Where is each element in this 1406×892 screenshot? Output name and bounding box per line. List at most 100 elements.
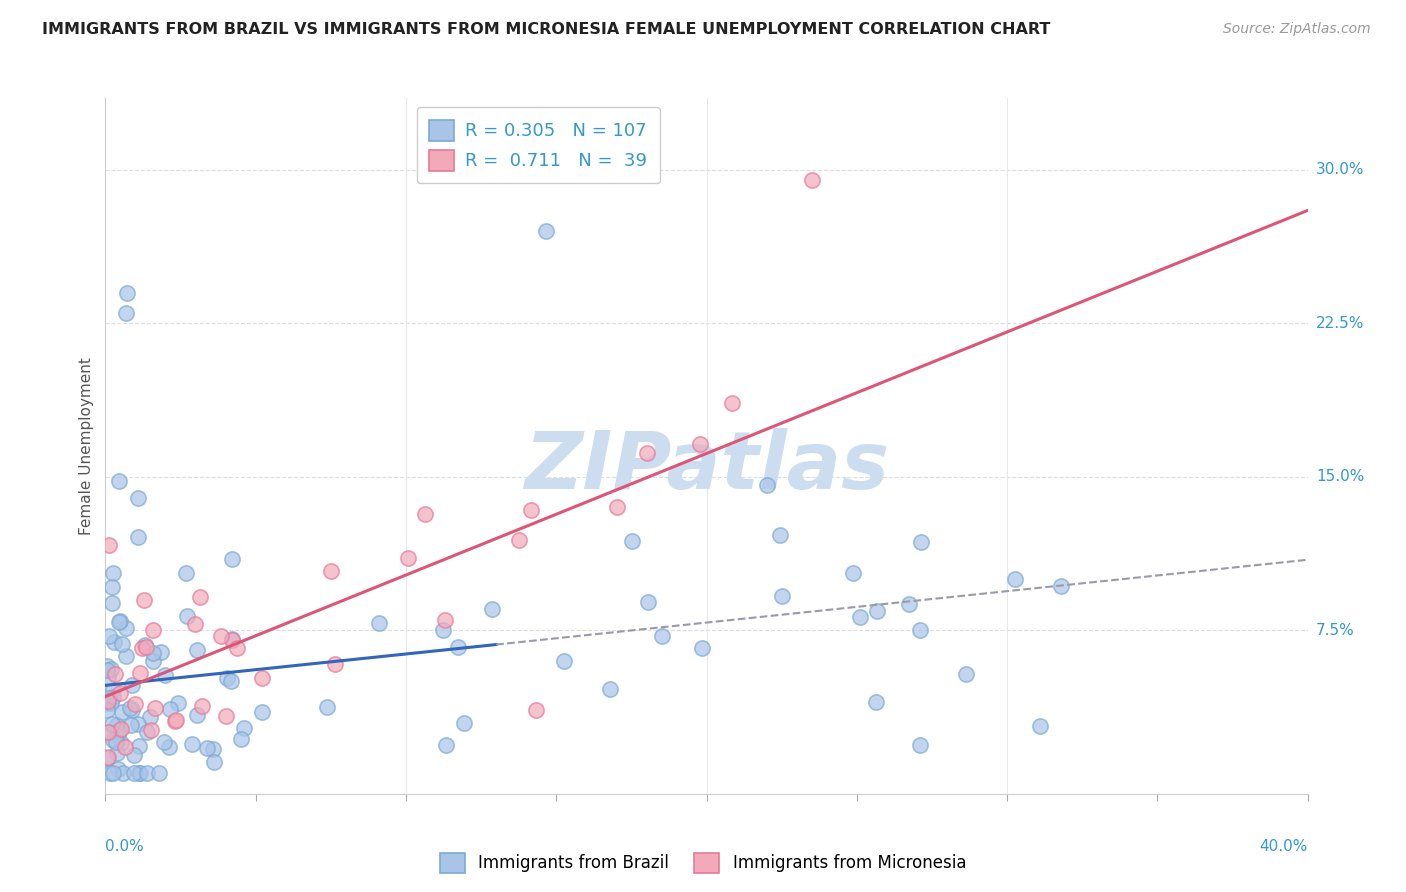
Point: [96, 658, 118, 673]
Point: [233, 722, 256, 736]
Point: [1029, 719, 1052, 733]
Point: [103, 732, 125, 747]
Point: [446, 640, 468, 655]
Point: [186, 643, 208, 657]
Point: [135, 640, 157, 655]
Point: [97, 690, 120, 705]
Point: [165, 713, 187, 727]
Text: 40.0%: 40.0%: [1260, 838, 1308, 854]
Point: [865, 695, 887, 709]
Point: [141, 723, 163, 737]
Point: [368, 615, 391, 630]
Point: [413, 507, 436, 521]
Point: [229, 731, 252, 746]
Point: [124, 697, 146, 711]
Point: [108, 474, 131, 488]
Point: [453, 716, 475, 731]
Point: [100, 696, 122, 710]
Point: [101, 683, 124, 698]
Point: [755, 478, 778, 492]
Point: [127, 491, 149, 506]
Point: [195, 740, 218, 755]
Point: [121, 678, 143, 692]
Point: [145, 700, 167, 714]
Point: [534, 224, 557, 238]
Point: [100, 580, 122, 594]
Point: [637, 446, 659, 460]
Point: [128, 665, 150, 680]
Point: [101, 716, 124, 731]
Point: [127, 530, 149, 544]
Point: [910, 535, 932, 549]
Point: [115, 621, 138, 635]
Point: [221, 632, 243, 647]
Point: [149, 644, 172, 658]
Point: [121, 718, 143, 732]
Point: [97, 538, 120, 552]
Point: [842, 566, 865, 580]
Point: [100, 596, 122, 610]
Point: [689, 437, 711, 451]
Text: IMMIGRANTS FROM BRAZIL VS IMMIGRANTS FROM MICRONESIA FEMALE UNEMPLOYMENT CORRELA: IMMIGRANTS FROM BRAZIL VS IMMIGRANTS FRO…: [42, 22, 1050, 37]
Point: [508, 533, 530, 547]
Text: 15.0%: 15.0%: [1316, 469, 1364, 484]
Point: [908, 738, 931, 752]
Point: [110, 686, 132, 700]
Point: [97, 670, 120, 684]
Point: [599, 682, 621, 697]
Point: [191, 699, 214, 714]
Point: [849, 610, 872, 624]
Point: [250, 671, 273, 685]
Point: [432, 623, 454, 637]
Point: [97, 750, 120, 764]
Text: Source: ZipAtlas.com: Source: ZipAtlas.com: [1223, 22, 1371, 37]
Point: [128, 766, 150, 780]
Point: [104, 666, 127, 681]
Point: [209, 629, 232, 643]
Point: [110, 736, 132, 750]
Point: [122, 766, 145, 780]
Text: 0.0%: 0.0%: [105, 838, 145, 854]
Point: [315, 700, 337, 714]
Point: [866, 604, 889, 618]
Point: [128, 739, 150, 753]
Point: [97, 725, 120, 739]
Point: [637, 594, 659, 608]
Point: [955, 666, 977, 681]
Point: [325, 657, 347, 671]
Text: ZIPatlas: ZIPatlas: [524, 428, 889, 506]
Point: [142, 646, 165, 660]
Point: [606, 500, 628, 514]
Point: [621, 534, 644, 549]
Point: [720, 396, 742, 410]
Point: [436, 738, 458, 752]
Point: [101, 566, 124, 580]
Point: [769, 528, 792, 542]
Point: [184, 616, 207, 631]
Point: [692, 640, 714, 655]
Point: [202, 755, 225, 769]
Point: [153, 668, 176, 682]
Point: [100, 662, 122, 676]
Point: [157, 739, 180, 754]
Point: [134, 639, 156, 653]
Point: [770, 590, 793, 604]
Point: [136, 766, 159, 780]
Point: [98, 766, 121, 780]
Point: [117, 285, 139, 300]
Point: [800, 173, 823, 187]
Point: [898, 597, 921, 611]
Point: [1004, 573, 1026, 587]
Point: [321, 564, 343, 578]
Y-axis label: Female Unemployment: Female Unemployment: [79, 357, 94, 535]
Point: [524, 703, 547, 717]
Point: [132, 593, 155, 607]
Point: [122, 748, 145, 763]
Point: [96, 663, 118, 677]
Point: [553, 654, 575, 668]
Point: [114, 739, 136, 754]
Point: [520, 503, 543, 517]
Point: [111, 637, 134, 651]
Point: [221, 674, 243, 689]
Point: [131, 640, 153, 655]
